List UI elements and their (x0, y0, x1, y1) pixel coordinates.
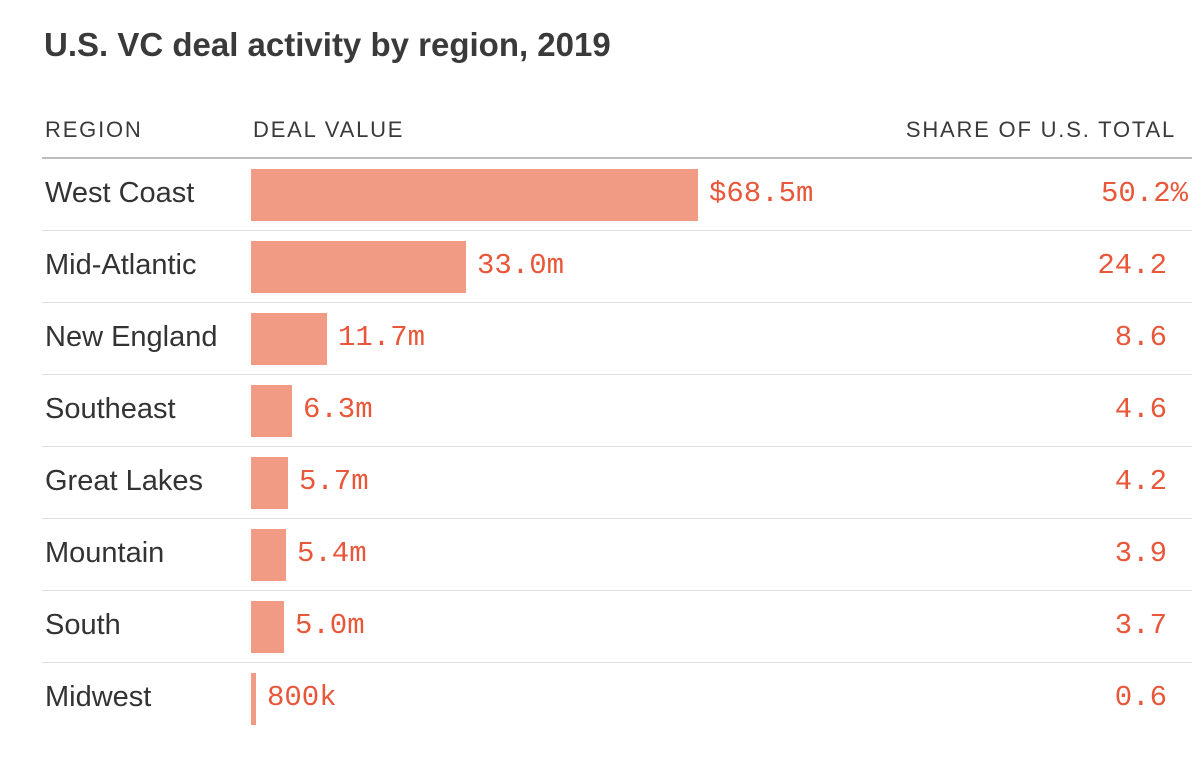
deal-value-label: 5.4m (297, 537, 367, 570)
share-label: 8.6 (1114, 321, 1167, 354)
row-divider (42, 446, 1192, 447)
deal-value-label: 33.0m (477, 249, 565, 282)
share-label: 3.9 (1114, 537, 1167, 570)
column-header-deal-value: DEAL VALUE (253, 117, 405, 142)
row-divider (42, 518, 1192, 519)
row-divider (42, 590, 1192, 591)
region-label: Midwest (45, 681, 152, 713)
share-label: 4.6 (1114, 393, 1167, 426)
deal-value-bar (251, 457, 288, 509)
row-divider (42, 302, 1192, 303)
region-label: Mountain (45, 537, 165, 569)
table-row: South 5.0m 3.7 (42, 591, 1192, 663)
region-label: South (45, 609, 121, 641)
region-label: Southeast (45, 393, 176, 425)
row-divider (42, 374, 1192, 375)
table-row: Midwest 800k 0.6 (42, 663, 1192, 735)
deal-value-label: 5.7m (299, 465, 369, 498)
table-row: Mountain 5.4m 3.9 (42, 519, 1192, 591)
region-label: Mid-Atlantic (45, 249, 197, 281)
column-header-region: REGION (45, 117, 143, 142)
share-label: 50.2% (1100, 177, 1188, 210)
deal-value-bar (251, 673, 256, 725)
region-label: West Coast (45, 177, 195, 209)
deal-value-label: 6.3m (303, 393, 373, 426)
deal-value-label: 5.0m (295, 609, 365, 642)
share-label: 0.6 (1114, 681, 1167, 714)
deal-value-bar (251, 169, 698, 221)
table-row: New England 11.7m 8.6 (42, 303, 1192, 375)
share-label: 3.7 (1114, 609, 1167, 642)
deal-value-bar (251, 241, 466, 293)
region-label: Great Lakes (45, 465, 203, 497)
row-divider (42, 662, 1192, 663)
share-label: 24.2 (1097, 249, 1167, 282)
column-header-share: SHARE OF U.S. TOTAL (905, 117, 1176, 142)
deal-value-label: 11.7m (338, 321, 426, 354)
deal-value-label: $68.5m (709, 177, 814, 210)
deal-value-bar (251, 385, 292, 437)
table-row: Southeast 6.3m 4.6 (42, 375, 1192, 447)
table-row: Great Lakes 5.7m 4.2 (42, 447, 1192, 519)
deal-value-bar (251, 529, 286, 581)
region-label: New England (45, 321, 218, 353)
header-divider (42, 157, 1192, 159)
row-divider (42, 230, 1192, 231)
deal-value-label: 800k (267, 681, 337, 714)
table-row: West Coast $68.5m 50.2% (42, 159, 1192, 231)
chart-title: U.S. VC deal activity by region, 2019 (44, 26, 611, 63)
table-row: Mid-Atlantic 33.0m 24.2 (42, 231, 1192, 303)
deal-value-bar (251, 601, 284, 653)
share-label: 4.2 (1114, 465, 1167, 498)
deal-value-bar (251, 313, 327, 365)
